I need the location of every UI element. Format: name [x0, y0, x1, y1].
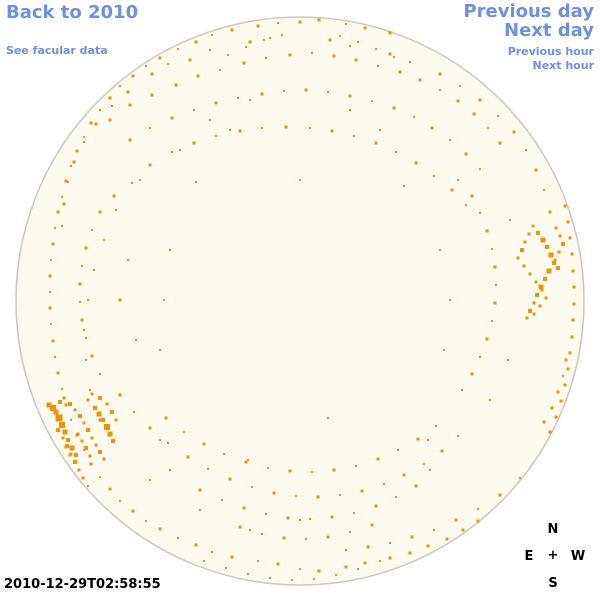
compass-north-label: N [547, 522, 559, 537]
compass-south-label: S [548, 576, 558, 591]
compass-west-label: W [570, 549, 586, 564]
see-facular-data-link[interactable]: See facular data [6, 44, 108, 57]
previous-hour-link[interactable]: Previous hour [507, 45, 594, 58]
back-to-year-link[interactable]: Back to 2010 [6, 2, 139, 23]
orientation-compass: N E + W S [515, 515, 595, 595]
previous-day-link[interactable]: Previous day [463, 1, 594, 22]
next-hour-link[interactable]: Next hour [532, 59, 595, 72]
compass-east-label: E [524, 549, 534, 564]
facular-feature-markers [46, 18, 576, 581]
observation-timestamp: 2010-12-29T02:58:55 [4, 577, 161, 592]
compass-center-cross: + [547, 548, 559, 563]
solar-photosphere [15, 16, 585, 586]
next-day-link[interactable]: Next day [504, 20, 594, 41]
